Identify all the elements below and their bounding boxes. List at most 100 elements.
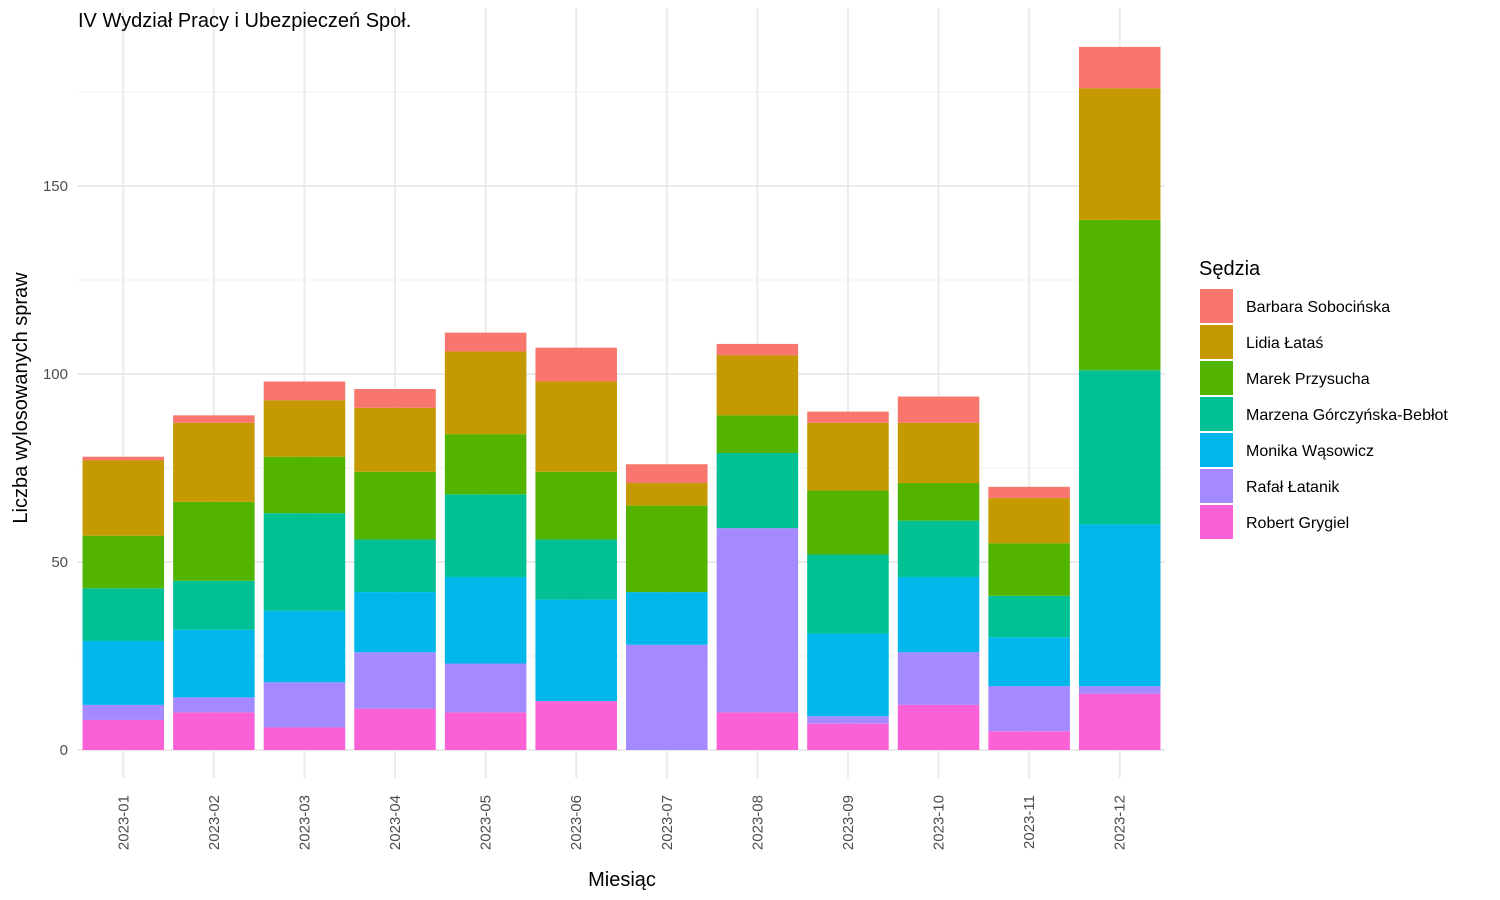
bar-segment <box>444 332 527 352</box>
bar-segment <box>897 422 980 484</box>
bar-segment <box>444 351 527 435</box>
bar-segment <box>1078 686 1161 694</box>
bar-segment <box>535 347 617 382</box>
bar-segment <box>354 407 436 472</box>
bar-segment <box>263 727 346 750</box>
x-tick-label: 2023-10 <box>931 795 948 850</box>
bar-segment <box>988 731 1070 750</box>
y-axis-label: Liczba wylosowanych spraw <box>10 272 32 524</box>
y-tick-label: 50 <box>51 554 68 571</box>
bar-segment <box>988 543 1070 596</box>
y-tick-label: 0 <box>60 742 68 759</box>
bar-segment <box>263 381 346 401</box>
legend-swatch <box>1200 433 1233 467</box>
bar-segment <box>1078 46 1161 89</box>
legend-swatch <box>1200 397 1233 431</box>
bar-segment <box>173 422 255 502</box>
bar-segment <box>988 686 1070 732</box>
bar-segment <box>1078 219 1161 371</box>
x-tick-label: 2023-07 <box>659 795 676 850</box>
bar-segment <box>716 528 799 713</box>
bar-segment <box>1078 524 1161 687</box>
bar-segment <box>263 682 346 728</box>
bar-segment <box>82 588 165 641</box>
bar-segment <box>535 471 617 540</box>
bar-segment <box>173 580 255 630</box>
x-axis-label: Miesiąc <box>588 869 656 891</box>
bar-segment <box>444 663 527 713</box>
x-tick-label: 2023-11 <box>1021 795 1038 849</box>
bar-segment <box>173 697 255 713</box>
bar-segment <box>626 644 708 750</box>
legend-swatch <box>1200 469 1233 503</box>
bar-segment <box>173 712 255 750</box>
bar-segment <box>354 389 436 408</box>
x-tick-label: 2023-03 <box>296 795 313 850</box>
bar-segment <box>897 483 980 521</box>
bar-segment <box>626 505 708 593</box>
bars-group <box>82 46 1161 750</box>
bar-segment <box>444 577 527 664</box>
y-tick-label: 150 <box>43 178 68 195</box>
legend-swatch <box>1200 289 1233 323</box>
legend-title: Sędzia <box>1199 258 1261 280</box>
bar-segment <box>82 640 165 705</box>
bar-segment <box>897 396 980 423</box>
bar-segment <box>807 411 889 423</box>
y-tick-label: 100 <box>43 366 68 383</box>
bar-segment <box>1078 693 1161 750</box>
legend-label: Lidia Łataś <box>1246 335 1323 352</box>
bar-segment <box>173 501 255 581</box>
legend: Sędzia Barbara Sobocińska Lidia Łataś Mare… <box>1199 258 1448 539</box>
x-tick-label: 2023-09 <box>840 795 857 850</box>
bar-segment <box>354 708 436 750</box>
legend-label: Marzena Górczyńska-Bebłot <box>1246 407 1448 424</box>
bar-segment <box>897 652 980 705</box>
bar-segment <box>444 712 527 750</box>
bar-segment <box>263 400 346 457</box>
legend-swatch <box>1200 505 1233 539</box>
bar-segment <box>807 723 889 750</box>
x-tick-label: 2023-08 <box>749 795 766 850</box>
x-tick-label: 2023-01 <box>115 795 132 850</box>
bar-segment <box>354 652 436 709</box>
bar-segment <box>263 456 346 514</box>
bar-segment <box>354 592 436 653</box>
x-tick-label: 2023-02 <box>206 795 223 850</box>
bar-segment <box>716 343 799 356</box>
bar-segment <box>263 610 346 683</box>
legend-label: Rafał Łatanik <box>1246 479 1340 496</box>
legend-label: Robert Grygiel <box>1246 515 1349 532</box>
bar-segment <box>82 719 165 750</box>
bar-segment <box>535 539 617 600</box>
bar-segment <box>173 629 255 698</box>
bar-segment <box>82 704 165 720</box>
x-tick-label: 2023-06 <box>568 795 585 850</box>
x-axis-ticks: 2023-01 2023-02 2023-03 2023-04 2023-05 2023-… <box>115 795 1128 850</box>
bar-segment <box>82 456 165 461</box>
bar-segment <box>535 701 617 750</box>
legend-label: Barbara Sobocińska <box>1246 299 1390 316</box>
bar-segment <box>807 716 889 724</box>
legend-swatch <box>1200 361 1233 395</box>
bar-segment <box>988 498 1070 544</box>
bar-segment <box>263 513 346 611</box>
bar-segment <box>1078 88 1161 220</box>
bar-segment <box>535 381 617 472</box>
bar-segment <box>173 415 255 423</box>
x-tick-label: 2023-05 <box>478 795 495 850</box>
bar-segment <box>716 452 799 529</box>
bar-segment <box>444 434 527 495</box>
bar-segment <box>82 535 165 589</box>
bar-segment <box>807 422 889 491</box>
bar-segment <box>354 471 436 540</box>
bar-segment <box>354 539 436 593</box>
y-axis-ticks: 0 50 100 150 <box>43 178 68 759</box>
x-tick-label: 2023-12 <box>1112 795 1129 850</box>
bar-segment <box>444 494 527 578</box>
bar-segment <box>897 704 980 750</box>
bar-segment <box>626 592 708 645</box>
legend-swatch <box>1200 325 1233 359</box>
bar-segment <box>988 637 1070 687</box>
